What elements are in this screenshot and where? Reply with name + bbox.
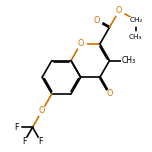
Text: O: O	[106, 89, 113, 98]
Text: O: O	[78, 39, 84, 48]
Text: CH₃: CH₃	[129, 34, 143, 40]
Text: F: F	[38, 137, 43, 146]
Text: F: F	[22, 137, 27, 146]
Text: CH₂: CH₂	[129, 17, 143, 23]
Text: O: O	[39, 106, 45, 115]
Text: CH₃: CH₃	[122, 56, 136, 65]
Text: O: O	[116, 6, 122, 15]
Text: O: O	[94, 16, 100, 24]
Text: F: F	[14, 123, 18, 132]
